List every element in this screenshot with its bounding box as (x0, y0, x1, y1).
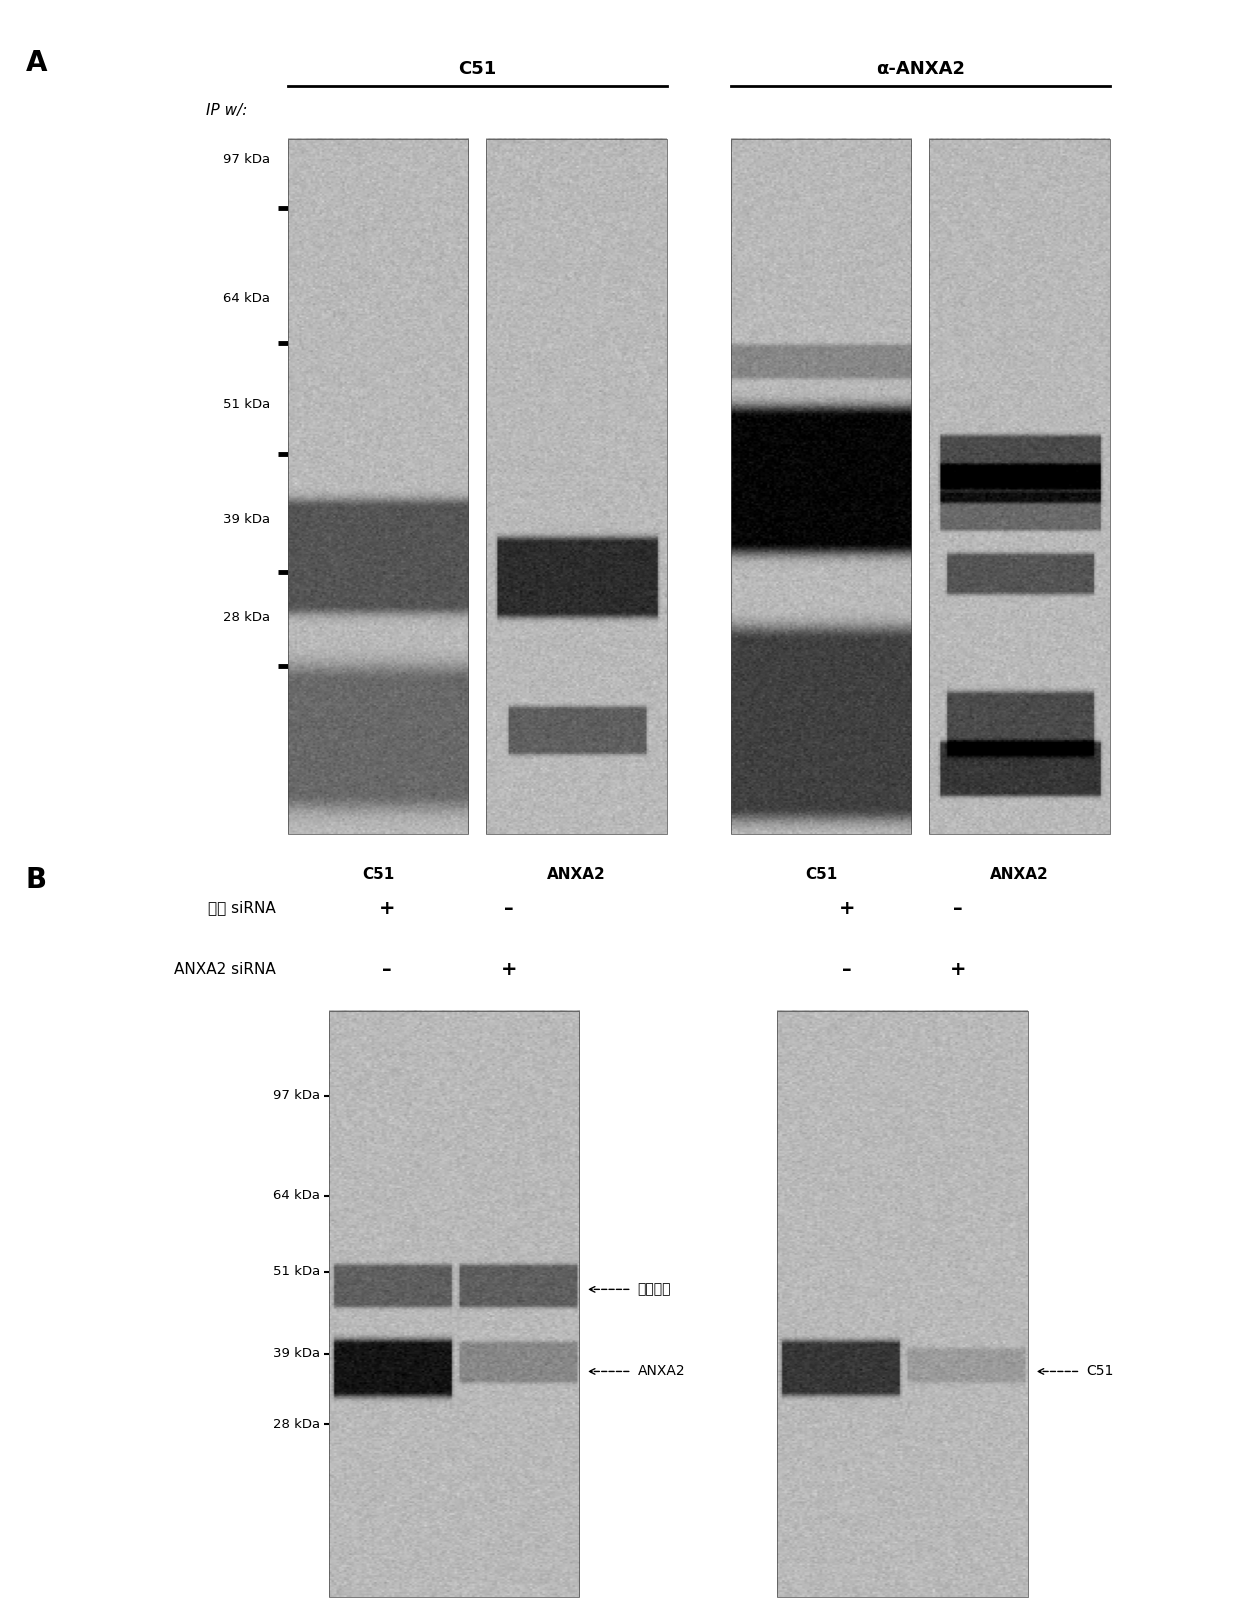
Text: α-ANXA2: α-ANXA2 (875, 60, 965, 78)
Text: +: + (950, 959, 966, 978)
Text: 肌动蛋白: 肌动蛋白 (637, 1283, 671, 1296)
Bar (777, 1011, 1028, 1597)
Text: 39 kDa: 39 kDa (223, 512, 270, 525)
Text: C51: C51 (458, 60, 496, 78)
Text: ANXA2: ANXA2 (547, 867, 605, 881)
Text: 加扰 siRNA: 加扰 siRNA (208, 901, 277, 915)
Text: +: + (839, 899, 856, 917)
Text: –: – (382, 959, 392, 978)
Bar (288, 139, 469, 834)
Bar (486, 139, 667, 834)
Text: –: – (505, 899, 515, 917)
Bar (929, 139, 1110, 834)
Text: 28 kDa: 28 kDa (273, 1418, 320, 1430)
Text: 64 kDa: 64 kDa (223, 292, 270, 305)
Text: IP w/:: IP w/: (206, 102, 247, 118)
Text: 39 kDa: 39 kDa (273, 1348, 320, 1361)
Text: –: – (954, 899, 962, 917)
Text: –: – (842, 959, 852, 978)
Text: 51 kDa: 51 kDa (223, 399, 270, 411)
Text: A: A (26, 49, 47, 76)
Text: C51: C51 (362, 867, 394, 881)
Bar (730, 139, 911, 834)
Text: 51 kDa: 51 kDa (273, 1265, 320, 1278)
Text: ANXA2: ANXA2 (637, 1364, 686, 1379)
Text: ANXA2: ANXA2 (990, 867, 1049, 881)
Text: B: B (26, 867, 47, 894)
Text: 97 kDa: 97 kDa (273, 1089, 320, 1102)
Text: +: + (378, 899, 396, 917)
Text: 64 kDa: 64 kDa (274, 1189, 320, 1202)
Text: 28 kDa: 28 kDa (223, 611, 270, 624)
Text: C51: C51 (805, 867, 837, 881)
Text: +: + (501, 959, 517, 978)
Text: C51: C51 (1086, 1364, 1114, 1379)
Bar (329, 1011, 579, 1597)
Text: 97 kDa: 97 kDa (223, 152, 270, 165)
Text: ANXA2 siRNA: ANXA2 siRNA (175, 962, 277, 977)
